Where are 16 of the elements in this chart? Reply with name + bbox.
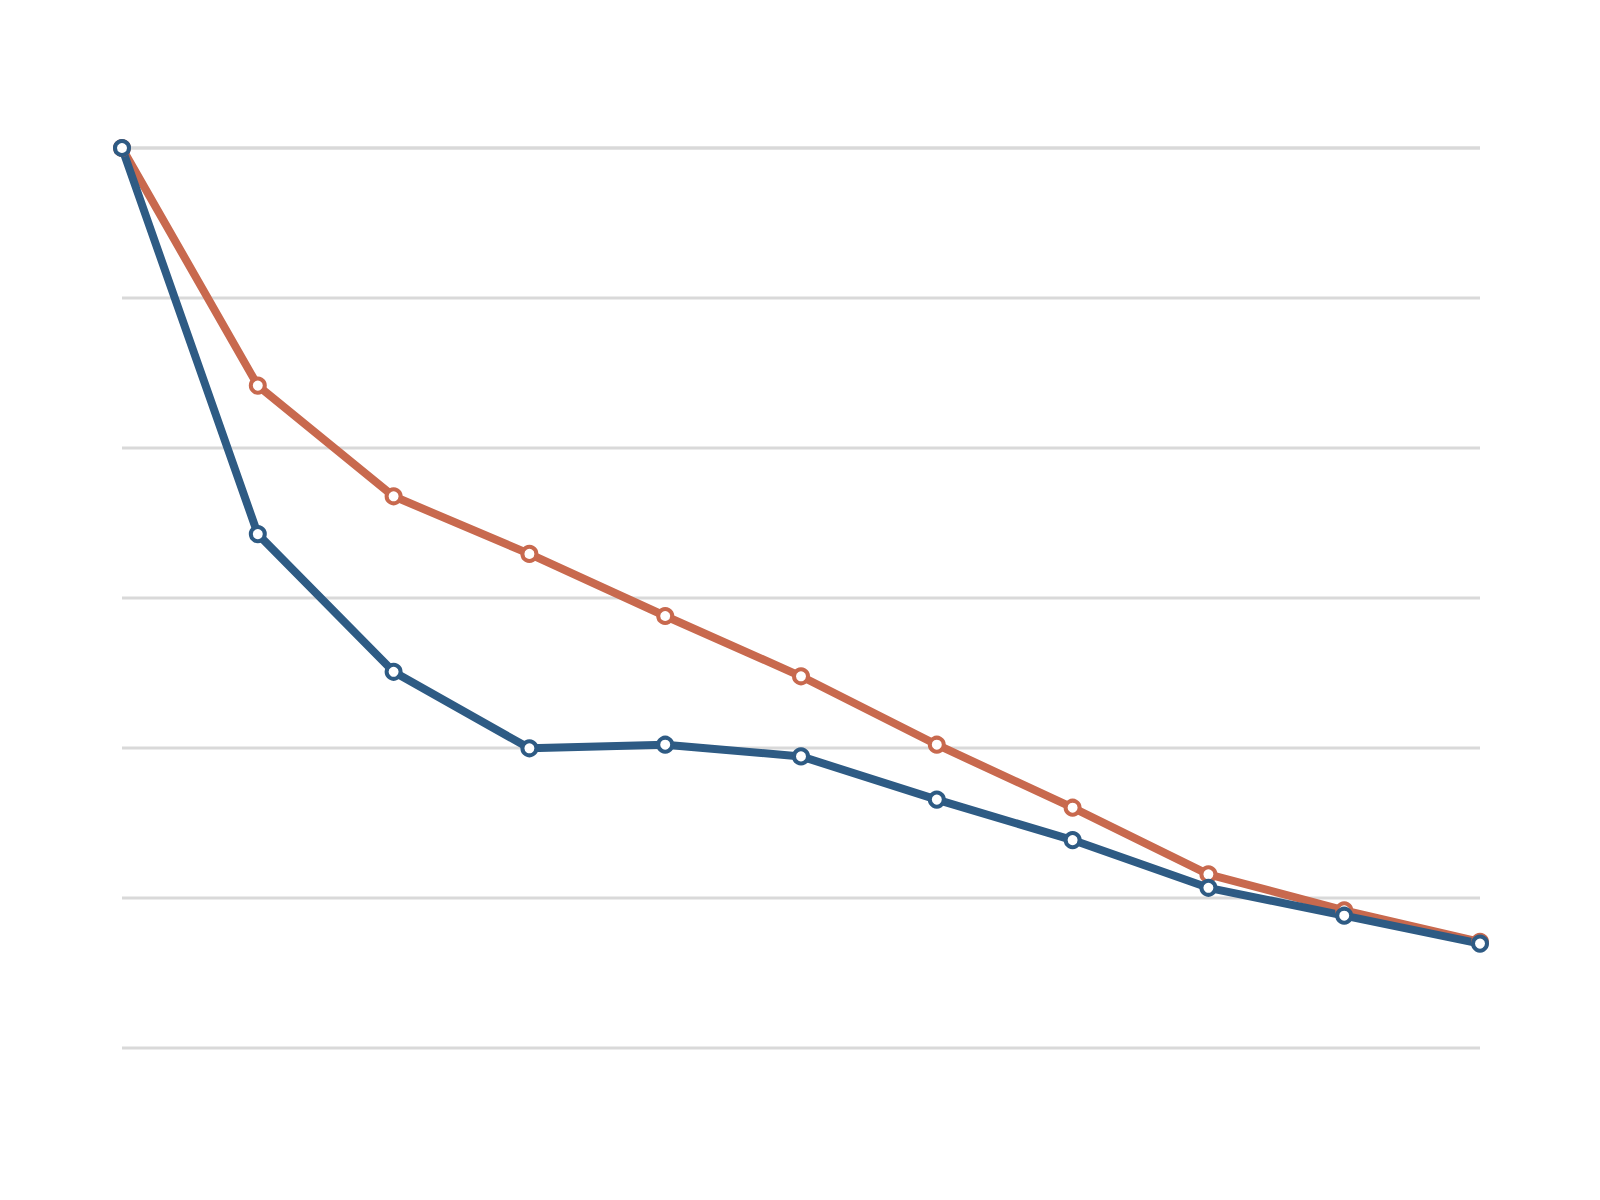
point <box>248 376 267 395</box>
point <box>927 790 946 809</box>
point <box>792 667 810 686</box>
point <box>520 544 539 563</box>
point <box>1335 906 1354 925</box>
point <box>520 739 539 758</box>
point <box>792 747 810 766</box>
point <box>656 607 675 625</box>
point <box>656 735 675 754</box>
point <box>1063 798 1082 817</box>
point <box>384 662 403 681</box>
point <box>1199 878 1218 897</box>
point <box>384 487 403 506</box>
point <box>1063 831 1082 850</box>
point <box>248 525 267 544</box>
point <box>927 735 946 754</box>
